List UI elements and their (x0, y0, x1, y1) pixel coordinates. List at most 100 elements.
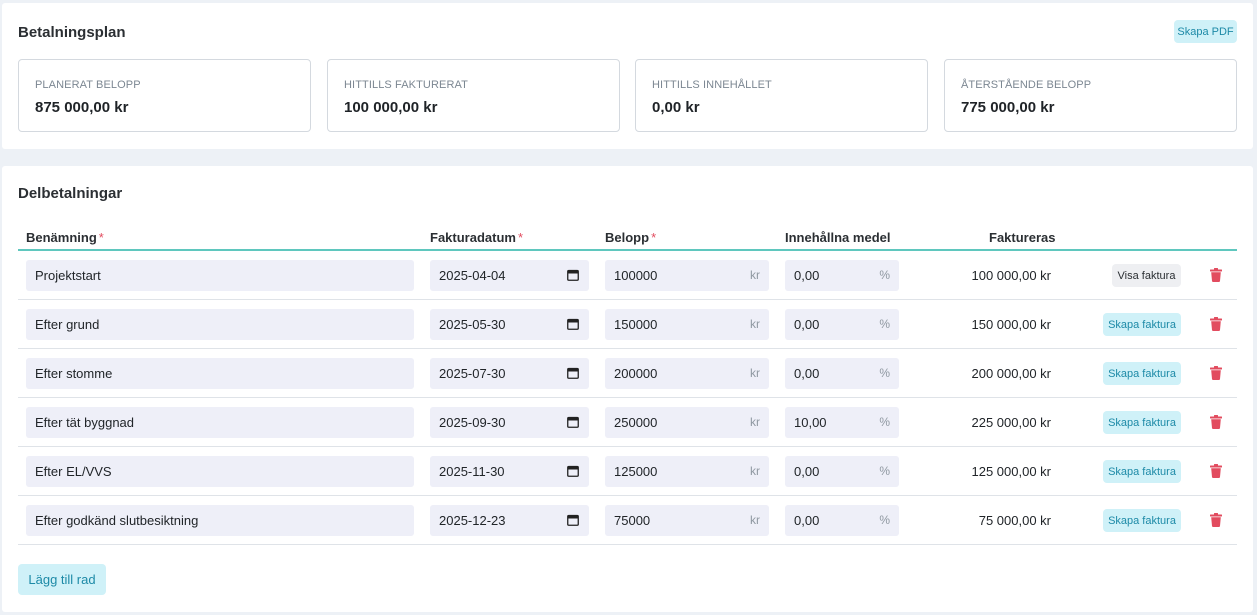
table-row: Efter tät byggnad 2025-09-30 250000 kr 1… (18, 398, 1237, 447)
stat-label: HITTILLS INNEHÅLLET (652, 79, 772, 91)
partial-payments-title: Delbetalningar (18, 185, 123, 202)
date-value: 2025-05-30 (439, 317, 506, 332)
stat-invoiced-so-far: HITTILLS FAKTURERAT 100 000,00 kr (327, 59, 620, 132)
calendar-icon[interactable] (567, 465, 579, 477)
amount-value: 125000 (614, 464, 658, 479)
invoice-action-button[interactable]: Skapa faktura (1103, 460, 1181, 483)
column-header-invoiced: Faktureras (989, 230, 1056, 245)
invoiced-amount: 150 000,00 kr (971, 317, 1051, 332)
name-input[interactable]: Efter EL/VVS (26, 456, 414, 487)
amount-input[interactable]: 125000 kr (605, 456, 769, 487)
summary-title: Betalningsplan (18, 24, 126, 41)
percent-suffix: % (879, 317, 890, 331)
table-row: Efter grund 2025-05-30 150000 kr 0,00 % … (18, 300, 1237, 349)
partial-payments-card: Delbetalningar Benämning * Fakturadatum * … (2, 166, 1253, 612)
currency-suffix: kr (750, 513, 760, 527)
withheld-value: 10,00 (794, 415, 827, 430)
add-row-button[interactable]: Lägg till rad (18, 564, 106, 595)
stat-label: HITTILLS FAKTURERAT (344, 79, 468, 91)
date-value: 2025-07-30 (439, 366, 506, 381)
name-value: Efter grund (35, 317, 100, 332)
table-header: Benämning * Fakturadatum * Belopp * Innehål… (18, 224, 1237, 251)
invoiced-amount: 225 000,00 kr (971, 415, 1051, 430)
invoice-date-input[interactable]: 2025-12-23 (430, 505, 589, 536)
withheld-input[interactable]: 0,00 % (785, 358, 899, 389)
calendar-icon[interactable] (567, 514, 579, 526)
withheld-input[interactable]: 0,00 % (785, 309, 899, 340)
invoice-action-button[interactable]: Skapa faktura (1103, 362, 1181, 385)
invoiced-amount: 200 000,00 kr (971, 366, 1051, 381)
date-value: 2025-04-04 (439, 268, 506, 283)
invoice-action-button[interactable]: Skapa faktura (1103, 509, 1181, 532)
calendar-icon[interactable] (567, 318, 579, 330)
name-input[interactable]: Projektstart (26, 260, 414, 291)
withheld-input[interactable]: 10,00 % (785, 407, 899, 438)
name-input[interactable]: Efter stomme (26, 358, 414, 389)
invoice-date-input[interactable]: 2025-09-30 (430, 407, 589, 438)
amount-input[interactable]: 100000 kr (605, 260, 769, 291)
amount-input[interactable]: 250000 kr (605, 407, 769, 438)
invoice-action-button[interactable]: Skapa faktura (1103, 411, 1181, 434)
percent-suffix: % (879, 366, 890, 380)
calendar-icon[interactable] (567, 269, 579, 281)
trash-icon[interactable] (1210, 513, 1222, 527)
invoice-date-input[interactable]: 2025-05-30 (430, 309, 589, 340)
withheld-value: 0,00 (794, 366, 820, 381)
create-pdf-button[interactable]: Skapa PDF (1174, 20, 1237, 43)
required-marker: * (98, 230, 104, 245)
name-value: Efter stomme (35, 366, 113, 381)
trash-icon[interactable] (1210, 366, 1222, 380)
invoiced-amount: 75 000,00 kr (978, 513, 1051, 528)
stat-value: 875 000,00 kr (35, 99, 129, 116)
amount-input[interactable]: 150000 kr (605, 309, 769, 340)
withheld-value: 0,00 (794, 513, 820, 528)
amount-value: 100000 (614, 268, 658, 283)
amount-value: 200000 (614, 366, 658, 381)
column-header-name: Benämning * (26, 230, 104, 245)
column-header-date: Fakturadatum * (430, 230, 524, 245)
table-row: Efter godkänd slutbesiktning 2025-12-23 … (18, 496, 1237, 545)
percent-suffix: % (879, 415, 890, 429)
invoice-action-button[interactable]: Skapa faktura (1103, 313, 1181, 336)
trash-icon[interactable] (1210, 268, 1222, 282)
date-value: 2025-11-30 (439, 464, 505, 479)
trash-icon[interactable] (1210, 317, 1222, 331)
withheld-value: 0,00 (794, 268, 820, 283)
table-row: Efter EL/VVS 2025-11-30 125000 kr 0,00 %… (18, 447, 1237, 496)
currency-suffix: kr (750, 268, 760, 282)
invoiced-amount: 125 000,00 kr (971, 464, 1051, 479)
column-header-withheld: Innehållna medel (785, 230, 891, 245)
name-value: Efter EL/VVS (35, 464, 112, 479)
amount-input[interactable]: 200000 kr (605, 358, 769, 389)
column-header-amount: Belopp * (605, 230, 657, 245)
stat-label: PLANERAT BELOPP (35, 79, 141, 91)
percent-suffix: % (879, 464, 890, 478)
stat-label: ÅTERSTÅENDE BELOPP (961, 79, 1092, 91)
trash-icon[interactable] (1210, 464, 1222, 478)
payment-plan-summary-card: Betalningsplan Skapa PDF PLANERAT BELOPP… (2, 3, 1253, 149)
withheld-input[interactable]: 0,00 % (785, 456, 899, 487)
trash-icon[interactable] (1210, 415, 1222, 429)
withheld-value: 0,00 (794, 317, 820, 332)
name-input[interactable]: Efter tät byggnad (26, 407, 414, 438)
invoiced-amount: 100 000,00 kr (971, 268, 1051, 283)
name-value: Efter tät byggnad (35, 415, 135, 430)
withheld-input[interactable]: 0,00 % (785, 260, 899, 291)
name-input[interactable]: Efter grund (26, 309, 414, 340)
percent-suffix: % (879, 268, 890, 282)
name-value: Efter godkänd slutbesiktning (35, 513, 199, 528)
withheld-input[interactable]: 0,00 % (785, 505, 899, 536)
name-input[interactable]: Efter godkänd slutbesiktning (26, 505, 414, 536)
invoice-date-input[interactable]: 2025-11-30 (430, 456, 589, 487)
invoice-date-input[interactable]: 2025-04-04 (430, 260, 589, 291)
currency-suffix: kr (750, 464, 760, 478)
date-value: 2025-09-30 (439, 415, 506, 430)
amount-input[interactable]: 75000 kr (605, 505, 769, 536)
invoice-action-button[interactable]: Visa faktura (1112, 264, 1181, 287)
calendar-icon[interactable] (567, 367, 579, 379)
percent-suffix: % (879, 513, 890, 527)
calendar-icon[interactable] (567, 416, 579, 428)
table-row: Projektstart 2025-04-04 100000 kr 0,00 %… (18, 251, 1237, 300)
invoice-date-input[interactable]: 2025-07-30 (430, 358, 589, 389)
stat-value: 100 000,00 kr (344, 99, 438, 116)
